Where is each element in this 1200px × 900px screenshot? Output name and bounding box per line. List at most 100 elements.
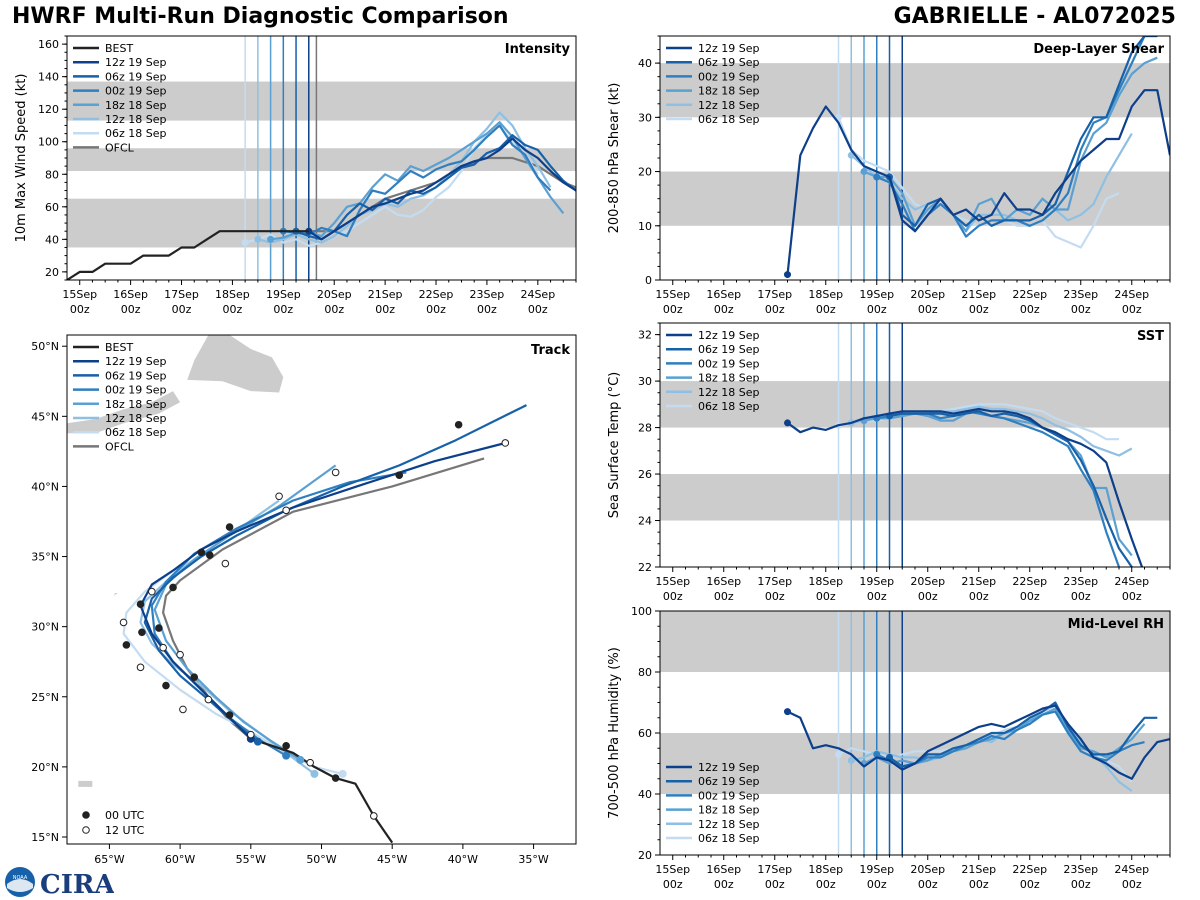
sst-xtick-label-hour: 00z bbox=[1122, 590, 1142, 603]
track-xtick-label: 40°W bbox=[448, 853, 478, 866]
intensity-init-point bbox=[241, 239, 249, 247]
shear-legend-label: 18z 18 Sep bbox=[698, 85, 760, 98]
intensity-series-06z-19-sep bbox=[295, 134, 576, 241]
track-legend-label: OFCL bbox=[105, 440, 135, 453]
track-series-12z-19-sep bbox=[139, 441, 506, 740]
sst-xtick-label-hour: 00z bbox=[1020, 590, 1040, 603]
sst-legend-label: 12z 18 Sep bbox=[698, 386, 760, 399]
intensity-ytick-label: 100 bbox=[38, 136, 59, 149]
track-marker-legend-symbol bbox=[82, 811, 90, 819]
sst-xtick-label-hour: 00z bbox=[663, 590, 683, 603]
intensity-xtick-label-day: 19Sep bbox=[266, 288, 301, 301]
shear-legend-label: 06z 19 Sep bbox=[698, 56, 760, 69]
shear-xtick-label-hour: 00z bbox=[1122, 303, 1142, 316]
intensity-legend-label: 12z 19 Sep bbox=[105, 56, 167, 69]
sst-legend-label: 12z 19 Sep bbox=[698, 329, 760, 342]
rh-xtick-label-day: 24Sep bbox=[1114, 863, 1149, 876]
track-marker-00utc bbox=[395, 471, 404, 480]
track-series-best bbox=[250, 737, 394, 844]
track-marker-12utc bbox=[179, 705, 187, 714]
track-marker-00utc bbox=[206, 551, 214, 559]
track-ytick-label: 40°N bbox=[31, 480, 59, 493]
rh-band-1 bbox=[660, 611, 1170, 672]
shear-init-point bbox=[873, 173, 881, 181]
shear-ytick-label: 0 bbox=[645, 274, 652, 287]
sst-plot-area bbox=[660, 323, 1170, 567]
page-title: HWRF Multi-Run Diagnostic Comparison bbox=[12, 4, 509, 29]
shear-legend-label: 06z 18 Sep bbox=[698, 113, 760, 126]
track-marker-00utc bbox=[122, 641, 131, 649]
intensity-xtick-label-hour: 00z bbox=[273, 303, 293, 316]
rh-xtick-label-hour: 00z bbox=[1071, 878, 1091, 891]
intensity-series-best bbox=[67, 230, 309, 280]
shear-xtick-label-hour: 00z bbox=[816, 303, 836, 316]
sst-xtick-label-day: 18Sep bbox=[808, 575, 843, 588]
track-marker-12utc bbox=[331, 468, 340, 477]
sst-legend-label: 06z 19 Sep bbox=[698, 343, 760, 356]
rh-ytick-label: 80 bbox=[638, 666, 652, 679]
shear-legend-label: 00z 19 Sep bbox=[698, 70, 760, 83]
rh-xtick-label-hour: 00z bbox=[765, 878, 785, 891]
track-xtick-label: 50°W bbox=[306, 853, 336, 866]
intensity-xtick-label-hour: 00z bbox=[426, 303, 446, 316]
shear-ytick-label: 30 bbox=[638, 111, 652, 124]
shear-xtick-label-hour: 00z bbox=[867, 303, 887, 316]
rh-init-point bbox=[835, 750, 842, 758]
intensity-xtick-label-hour: 00z bbox=[172, 303, 192, 316]
rh-legend-label: 06z 19 Sep bbox=[698, 775, 760, 788]
intensity-title: Intensity bbox=[505, 42, 571, 57]
intensity-xtick-label-hour: 00z bbox=[223, 303, 243, 316]
rh-legend-label: 12z 18 Sep bbox=[698, 818, 760, 831]
track-legend-label: 06z 19 Sep bbox=[105, 369, 167, 382]
intensity-xtick-label-day: 21Sep bbox=[368, 288, 403, 301]
intensity-plot: 20 40 60 80 100 120 140 160 15Sep 00z 16Sep 00z 17Se… bbox=[14, 35, 577, 316]
sst-xtick-label-day: 24Sep bbox=[1114, 575, 1149, 588]
sst-xtick-label-day: 23Sep bbox=[1063, 575, 1098, 588]
sst-xtick-label-day: 19Sep bbox=[859, 575, 894, 588]
rh-title: Mid-Level RH bbox=[1068, 617, 1164, 632]
shear-ytick-label: 40 bbox=[638, 57, 652, 70]
shear-series-18z-18-sep bbox=[863, 56, 1158, 233]
land-mass-1 bbox=[67, 391, 181, 434]
intensity-xtick-label-day: 24Sep bbox=[520, 288, 555, 301]
shear-xtick-label-hour: 00z bbox=[969, 303, 989, 316]
track-xtick-label: 65°W bbox=[94, 853, 124, 866]
track-xtick-label: 55°W bbox=[236, 853, 266, 866]
rh-xtick-label-day: 15Sep bbox=[655, 863, 690, 876]
sst-xtick-label-day: 21Sep bbox=[961, 575, 996, 588]
sst-legend-label: 00z 19 Sep bbox=[698, 357, 760, 370]
shear-xtick-label-day: 22Sep bbox=[1012, 288, 1047, 301]
rh-xtick-label-hour: 00z bbox=[1122, 878, 1142, 891]
track-marker-12utc bbox=[176, 650, 184, 659]
track-marker-00utc bbox=[138, 628, 146, 637]
shear-ytick-label: 10 bbox=[638, 220, 652, 233]
shear-xtick-label-hour: 00z bbox=[1020, 303, 1040, 316]
shear-band-1 bbox=[660, 63, 1170, 118]
track-marker-12utc bbox=[159, 643, 167, 652]
shear-xtick-label-day: 15Sep bbox=[655, 288, 690, 301]
intensity-series-12z-18-sep bbox=[257, 111, 552, 244]
sst-ytick-label: 26 bbox=[638, 468, 652, 481]
track-marker-00utc bbox=[225, 711, 234, 719]
rh-plot-area bbox=[660, 611, 1170, 855]
intensity-ytick-label: 140 bbox=[38, 71, 59, 84]
sst-xtick-label-hour: 00z bbox=[867, 590, 887, 603]
track-init-point bbox=[282, 751, 291, 760]
track-series-06z-18-sep bbox=[122, 555, 343, 775]
rh-xtick-label-hour: 00z bbox=[1020, 878, 1040, 891]
rh-xtick-label-day: 19Sep bbox=[859, 863, 894, 876]
rh-xtick-label-hour: 00z bbox=[969, 878, 989, 891]
intensity-xtick-label-hour: 00z bbox=[477, 303, 497, 316]
track-init-point bbox=[253, 737, 262, 746]
track-legend-label: 12z 18 Sep bbox=[105, 412, 167, 425]
track-marker-00utc bbox=[197, 548, 206, 557]
track-legend-label: BEST bbox=[105, 341, 133, 354]
sst-title: SST bbox=[1137, 329, 1164, 344]
rh-series-00z-19-sep bbox=[876, 710, 1145, 768]
rh-legend-label: 18z 18 Sep bbox=[698, 804, 760, 817]
track-ytick-label: 20°N bbox=[31, 761, 59, 774]
rh-xtick-label-day: 22Sep bbox=[1012, 863, 1047, 876]
track-plot-area bbox=[67, 335, 527, 844]
track-marker-12utc bbox=[275, 492, 283, 501]
shear-xtick-label-day: 23Sep bbox=[1063, 288, 1098, 301]
